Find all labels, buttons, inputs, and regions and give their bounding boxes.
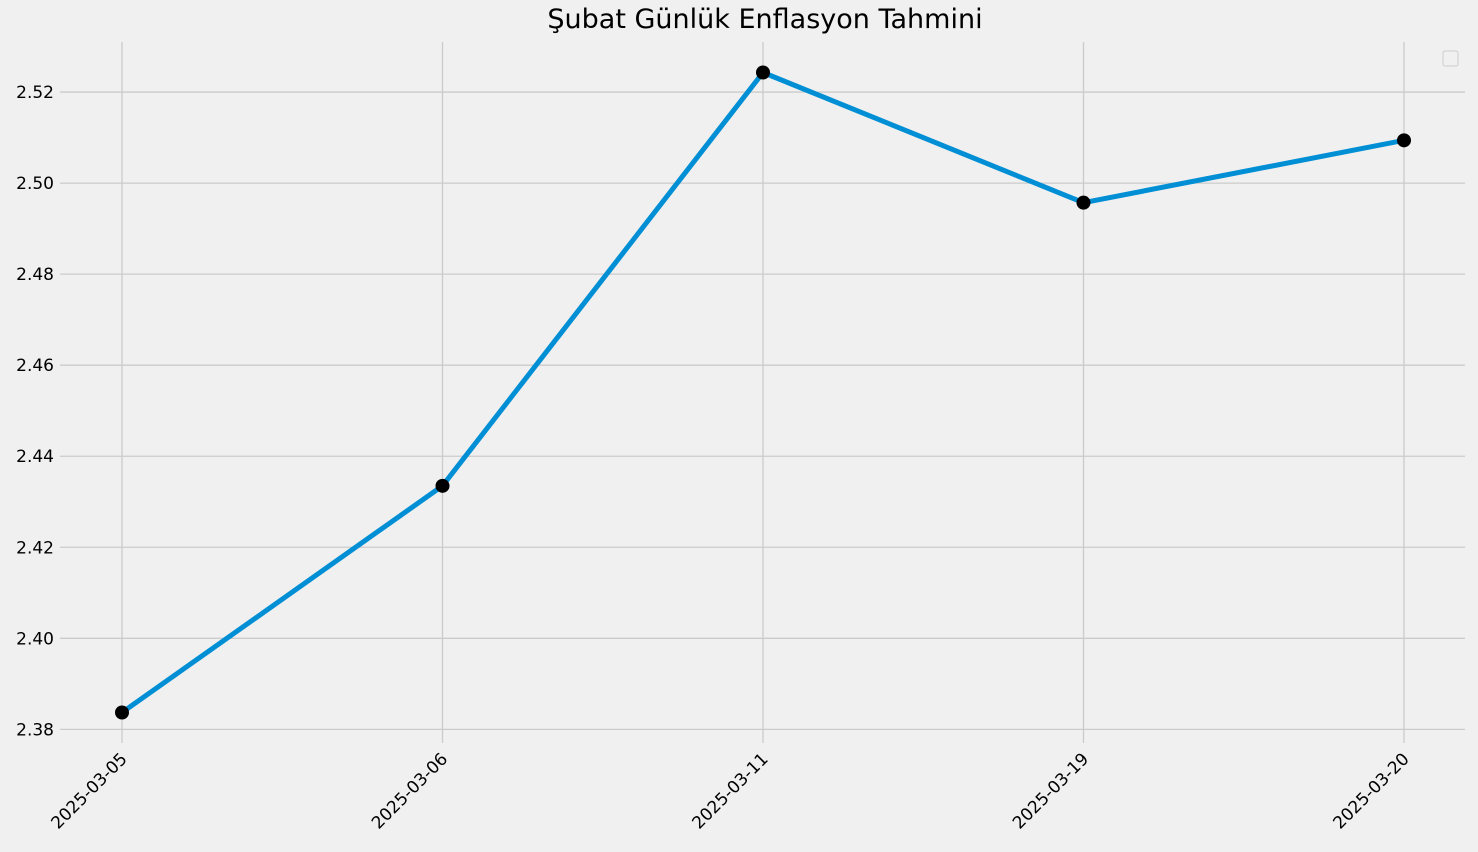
x-tick-label: 2025-03-20 (1330, 749, 1414, 833)
legend (1442, 50, 1459, 67)
data-point-marker (115, 705, 129, 720)
data-point-marker (1076, 195, 1091, 210)
data-point-marker (756, 65, 770, 80)
x-tick-label: 2025-03-11 (689, 749, 773, 833)
x-axis-ticks: 2025-03-05 2025-03-06 2025-03-11 2025-03-19… (48, 749, 1414, 833)
grid (60, 42, 1465, 743)
y-tick-label: 2.52 (16, 83, 54, 103)
data-point-marker (1397, 133, 1411, 148)
y-tick-label: 2.44 (16, 447, 54, 467)
data-point-marker (435, 478, 450, 493)
y-axis-ticks: 2.38 2.40 2.42 2.44 2.46 2.48 2.50 2.52 (16, 83, 54, 740)
series-layer (115, 65, 1411, 720)
chart-title: Şubat Günlük Enflasyon Tahmini (547, 4, 983, 35)
x-tick-label: 2025-03-05 (48, 749, 132, 833)
y-tick-label: 2.50 (16, 174, 54, 194)
y-tick-label: 2.48 (16, 265, 54, 285)
x-tick-label: 2025-03-06 (368, 749, 452, 833)
legend-box (1442, 50, 1459, 67)
y-tick-label: 2.42 (16, 538, 54, 558)
x-tick-label: 2025-03-19 (1009, 749, 1093, 833)
y-tick-label: 2.40 (16, 629, 54, 649)
y-tick-label: 2.38 (16, 720, 54, 740)
y-tick-label: 2.46 (16, 356, 54, 376)
